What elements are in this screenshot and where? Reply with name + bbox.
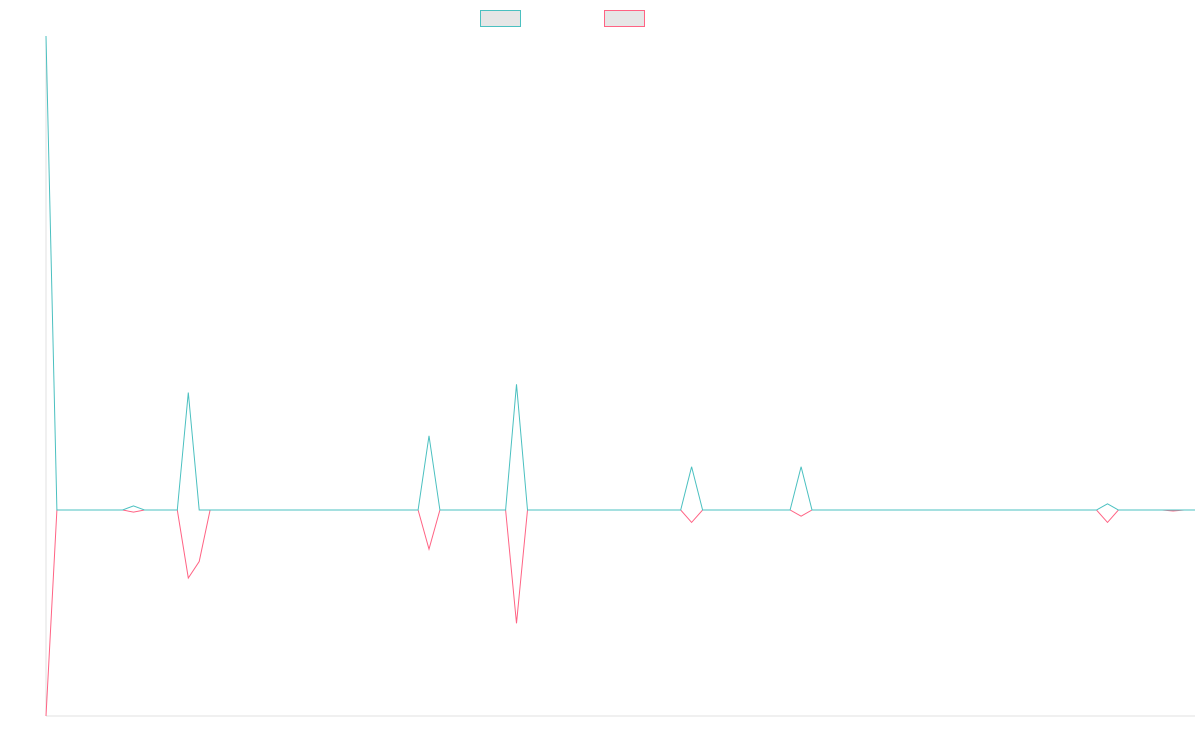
series-line-2: [45, 509, 1195, 717]
plot-area: [45, 35, 1195, 717]
legend[interactable]: [480, 10, 645, 27]
series-line-1: [45, 35, 1195, 511]
legend-swatch-2[interactable]: [604, 10, 645, 27]
legend-swatch-1[interactable]: [480, 10, 521, 27]
